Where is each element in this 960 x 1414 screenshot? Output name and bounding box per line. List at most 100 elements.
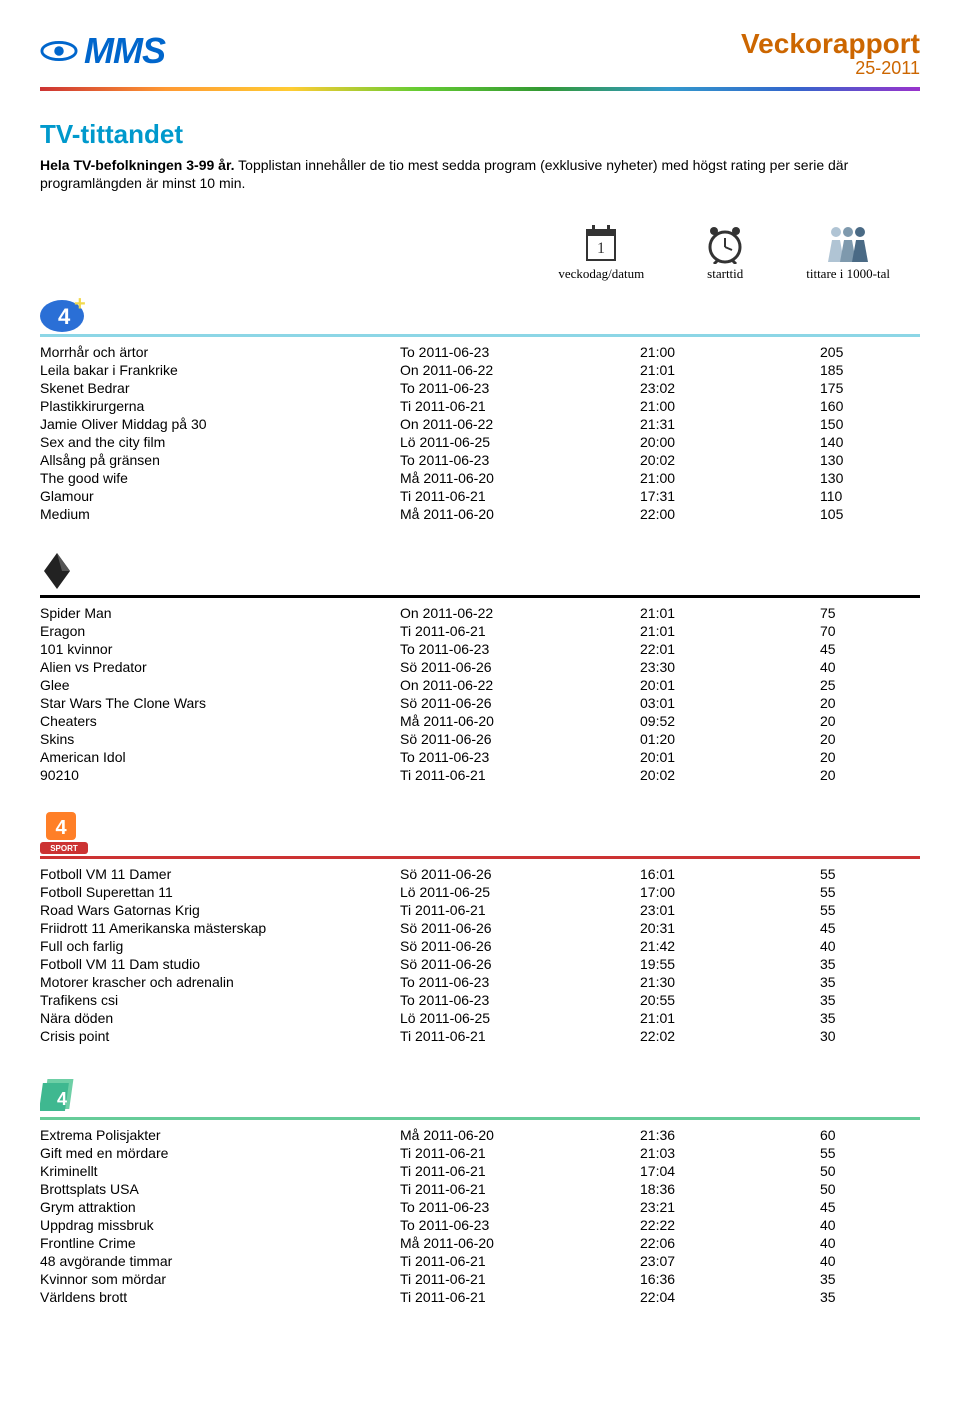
program-viewers: 40	[820, 1216, 920, 1234]
program-time: 17:31	[640, 487, 820, 505]
program-time: 20:01	[640, 748, 820, 766]
program-date: On 2011-06-22	[400, 604, 640, 622]
report-title: Veckorapport	[741, 30, 920, 58]
program-date: On 2011-06-22	[400, 415, 640, 433]
program-viewers: 25	[820, 676, 920, 694]
table-row: Gift med en mördareTi 2011-06-2121:0355	[40, 1144, 920, 1162]
brand-text: MMS	[84, 30, 165, 72]
program-viewers: 205	[820, 343, 920, 361]
program-name: 48 avgörande timmar	[40, 1252, 400, 1270]
program-name: Världens brott	[40, 1288, 400, 1306]
program-date: Sö 2011-06-26	[400, 658, 640, 676]
program-time: 21:31	[640, 415, 820, 433]
page-header: MMS Veckorapport 25-2011	[40, 30, 920, 79]
program-date: Lö 2011-06-25	[400, 883, 640, 901]
table-row: Brottsplats USATi 2011-06-2118:3650	[40, 1180, 920, 1198]
program-name: Glamour	[40, 487, 400, 505]
program-date: Må 2011-06-20	[400, 505, 640, 523]
program-date: To 2011-06-23	[400, 991, 640, 1009]
program-name: Gift med en mördare	[40, 1144, 400, 1162]
program-name: American Idol	[40, 748, 400, 766]
program-name: Kriminellt	[40, 1162, 400, 1180]
program-viewers: 20	[820, 712, 920, 730]
program-viewers: 130	[820, 451, 920, 469]
program-name: Fotboll Superettan 11	[40, 883, 400, 901]
program-table: Spider ManOn 2011-06-2221:0175EragonTi 2…	[40, 604, 920, 784]
program-viewers: 130	[820, 469, 920, 487]
table-row: Frontline CrimeMå 2011-06-2022:0640	[40, 1234, 920, 1252]
program-date: Sö 2011-06-26	[400, 937, 640, 955]
program-time: 23:02	[640, 379, 820, 397]
program-time: 20:31	[640, 919, 820, 937]
legend-date: 1 veckodag/datum	[558, 222, 644, 282]
program-viewers: 45	[820, 919, 920, 937]
table-row: GlamourTi 2011-06-2117:31110	[40, 487, 920, 505]
program-date: Lö 2011-06-25	[400, 433, 640, 451]
program-name: Crisis point	[40, 1027, 400, 1045]
program-name: Road Wars Gatornas Krig	[40, 901, 400, 919]
channel-block-4fakta: 4 Extrema PolisjakterMå 2011-06-2021:3660…	[40, 1071, 920, 1306]
program-name: Friidrott 11 Amerikanska mästerskap	[40, 919, 400, 937]
program-time: 21:30	[640, 973, 820, 991]
program-date: Ti 2011-06-21	[400, 1288, 640, 1306]
program-time: 23:07	[640, 1252, 820, 1270]
table-row: Spider ManOn 2011-06-2221:0175	[40, 604, 920, 622]
program-viewers: 35	[820, 991, 920, 1009]
program-time: 17:04	[640, 1162, 820, 1180]
table-row: Sex and the city filmLö 2011-06-2520:001…	[40, 433, 920, 451]
channel-icon-4fakta: 4	[40, 1071, 920, 1115]
program-date: To 2011-06-23	[400, 379, 640, 397]
program-name: Plastikkirurgerna	[40, 397, 400, 415]
program-time: 21:00	[640, 469, 820, 487]
program-time: 23:21	[640, 1198, 820, 1216]
program-date: Må 2011-06-20	[400, 1126, 640, 1144]
program-date: Sö 2011-06-26	[400, 865, 640, 883]
program-viewers: 40	[820, 937, 920, 955]
table-row: Trafikens csiTo 2011-06-2320:5535	[40, 991, 920, 1009]
table-row: Road Wars Gatornas KrigTi 2011-06-2123:0…	[40, 901, 920, 919]
channel-underline	[40, 334, 920, 337]
table-row: Jamie Oliver Middag på 30On 2011-06-2221…	[40, 415, 920, 433]
table-row: Fotboll Superettan 11Lö 2011-06-2517:005…	[40, 883, 920, 901]
section-title: TV-tittandet	[40, 119, 920, 150]
table-row: Uppdrag missbrukTo 2011-06-2322:2240	[40, 1216, 920, 1234]
program-name: Sex and the city film	[40, 433, 400, 451]
program-viewers: 110	[820, 487, 920, 505]
program-time: 22:06	[640, 1234, 820, 1252]
program-viewers: 40	[820, 1234, 920, 1252]
program-date: Må 2011-06-20	[400, 469, 640, 487]
program-date: Ti 2011-06-21	[400, 766, 640, 784]
program-time: 21:01	[640, 622, 820, 640]
program-viewers: 35	[820, 1288, 920, 1306]
channel-block-4sport: 4SPORTFotboll VM 11 DamerSö 2011-06-2616…	[40, 810, 920, 1045]
table-row: GleeOn 2011-06-2220:0125	[40, 676, 920, 694]
program-viewers: 35	[820, 973, 920, 991]
program-viewers: 20	[820, 694, 920, 712]
table-row: Skenet BedrarTo 2011-06-2323:02175	[40, 379, 920, 397]
program-time: 22:22	[640, 1216, 820, 1234]
legend-viewers: tittare i 1000-tal	[806, 222, 890, 282]
program-name: Frontline Crime	[40, 1234, 400, 1252]
table-row: Nära dödenLö 2011-06-2521:0135	[40, 1009, 920, 1027]
program-table: Extrema PolisjakterMå 2011-06-2021:3660G…	[40, 1126, 920, 1306]
program-viewers: 55	[820, 1144, 920, 1162]
rainbow-divider	[40, 87, 920, 91]
table-row: Alien vs PredatorSö 2011-06-2623:3040	[40, 658, 920, 676]
program-name: The good wife	[40, 469, 400, 487]
program-time: 22:00	[640, 505, 820, 523]
program-name: Fotboll VM 11 Dam studio	[40, 955, 400, 973]
table-row: KriminelltTi 2011-06-2117:0450	[40, 1162, 920, 1180]
program-viewers: 55	[820, 901, 920, 919]
report-subtitle: 25-2011	[741, 58, 920, 79]
program-date: Ti 2011-06-21	[400, 1027, 640, 1045]
program-date: Sö 2011-06-26	[400, 919, 640, 937]
table-row: Kvinnor som mördarTi 2011-06-2116:3635	[40, 1270, 920, 1288]
program-time: 21:01	[640, 361, 820, 379]
table-row: Full och farligSö 2011-06-2621:4240	[40, 937, 920, 955]
program-viewers: 20	[820, 730, 920, 748]
program-date: Ti 2011-06-21	[400, 1162, 640, 1180]
program-time: 21:01	[640, 604, 820, 622]
program-name: Skins	[40, 730, 400, 748]
program-name: Uppdrag missbruk	[40, 1216, 400, 1234]
table-row: 90210Ti 2011-06-2120:0220	[40, 766, 920, 784]
